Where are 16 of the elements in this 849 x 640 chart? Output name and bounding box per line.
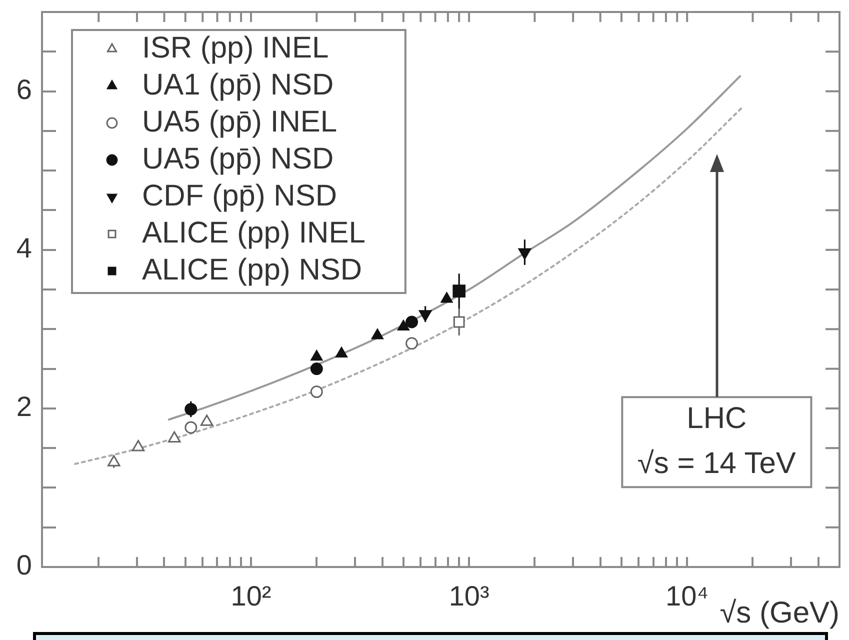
legend-label: ALICE (pp) INEL [142,216,366,250]
y-tick-label: 4 [16,232,32,264]
legend-label: UA5 (pp̄) NSD [142,142,334,176]
x-tick-label: 10⁴ [666,580,709,612]
y-tick-label: 6 [16,74,32,106]
legend-label: ISR (pp) INEL [142,31,329,64]
x-axis-title: √s (GeV) [720,596,840,630]
x-tick-label: 10² [230,580,272,612]
legend-label: ALICE (pp) NSD [142,253,362,286]
legend-label: UA5 (pp̄) INEL [142,105,338,138]
x-tick-label: 10³ [448,580,490,612]
y-tick-label: 0 [16,550,32,581]
legend-label: CDF (pp̄) NSD [142,179,338,212]
legend-label: UA1 (pp̄) NSD [142,68,334,102]
annotation: LHC √s = 14 TeV [637,402,796,480]
y-tick-label: 2 [16,391,32,422]
